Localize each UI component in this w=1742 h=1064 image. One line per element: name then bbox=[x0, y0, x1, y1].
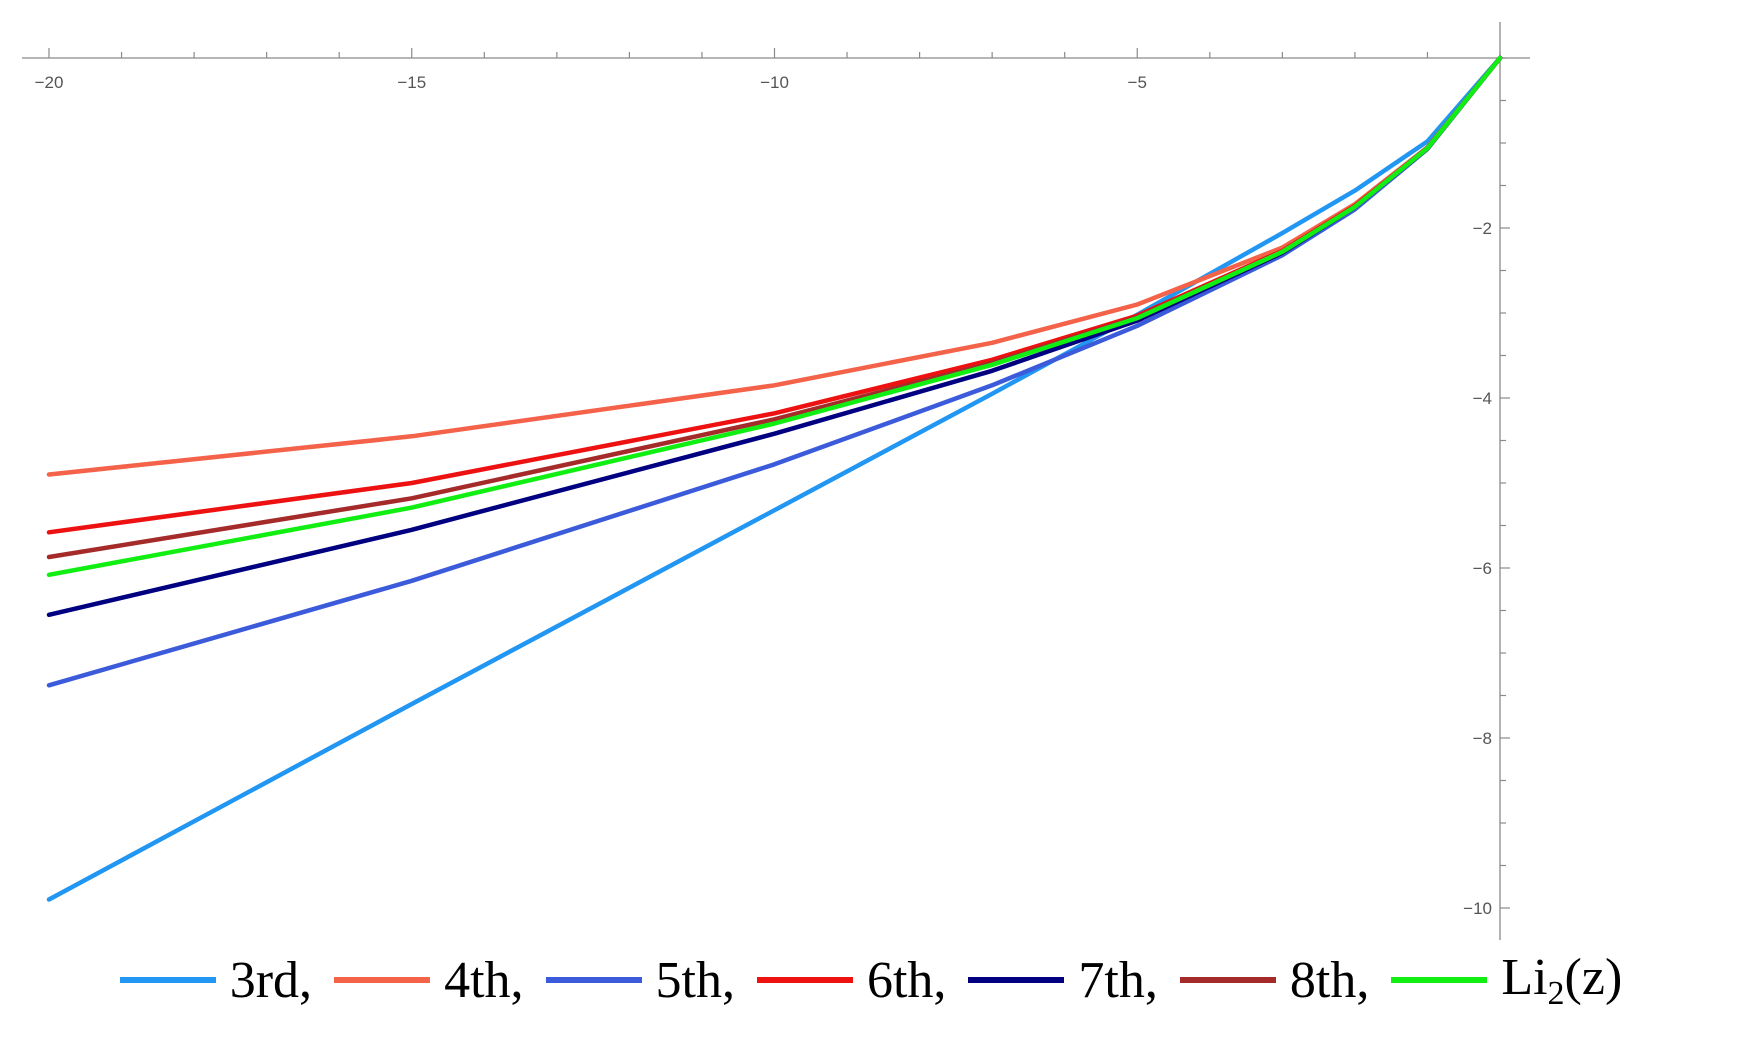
legend-swatch bbox=[334, 977, 431, 983]
legend-swatch bbox=[119, 977, 216, 983]
legend-label: 3rd, bbox=[229, 951, 313, 1009]
y-tick-label: −10 bbox=[1463, 899, 1492, 918]
legend-label: Li2(z) bbox=[1501, 948, 1623, 1012]
legend-item-4th: 4th, bbox=[334, 951, 524, 1010]
series-line-3rd bbox=[46, 55, 1503, 902]
legend-swatch bbox=[968, 977, 1065, 983]
legend-label: 6th, bbox=[866, 951, 947, 1009]
legend-swatch bbox=[545, 977, 642, 983]
legend-item-7th: 7th, bbox=[968, 951, 1158, 1010]
legend-swatch bbox=[756, 977, 853, 983]
legend-label: 5th, bbox=[655, 951, 735, 1009]
series-layer bbox=[46, 55, 1503, 902]
legend-swatch bbox=[1179, 977, 1276, 983]
legend-swatch bbox=[1391, 977, 1488, 983]
legend-item-li2-z: Li2(z) bbox=[1391, 948, 1622, 1013]
x-tick-label: −20 bbox=[35, 73, 64, 92]
axes: −20 −15 −10 −5 −2 −4 −6 −8 −10 bbox=[22, 22, 1530, 940]
series-line-5th bbox=[46, 55, 1503, 688]
legend-label: 8th, bbox=[1289, 951, 1370, 1009]
legend-item-5th: 5th, bbox=[545, 951, 735, 1010]
legend-label: 7th, bbox=[1078, 951, 1158, 1009]
y-tick-label: −4 bbox=[1473, 389, 1492, 408]
line-chart: −20 −15 −10 −5 −2 −4 −6 −8 −10 bbox=[22, 22, 1530, 940]
x-tick-label: −15 bbox=[397, 73, 426, 92]
y-tick-label: −6 bbox=[1473, 559, 1492, 578]
legend-label: 4th, bbox=[444, 951, 524, 1009]
y-tick-label: −2 bbox=[1473, 219, 1492, 238]
x-tick-label: −5 bbox=[1128, 73, 1147, 92]
series-line-li2-z bbox=[46, 55, 1503, 578]
series-line-7th bbox=[46, 55, 1503, 618]
legend-item-8th: 8th, bbox=[1179, 951, 1370, 1010]
series-line-8th bbox=[46, 55, 1503, 560]
chart-legend: 3rd, 4th, 5th, 6th, 7th, 8th, Li2(z) bbox=[0, 940, 1742, 1020]
legend-item-6th: 6th, bbox=[756, 951, 947, 1010]
series-line-6th bbox=[46, 55, 1503, 535]
x-tick-label: −10 bbox=[760, 73, 789, 92]
legend-item-3rd: 3rd, bbox=[119, 951, 313, 1010]
y-tick-label: −8 bbox=[1473, 729, 1492, 748]
